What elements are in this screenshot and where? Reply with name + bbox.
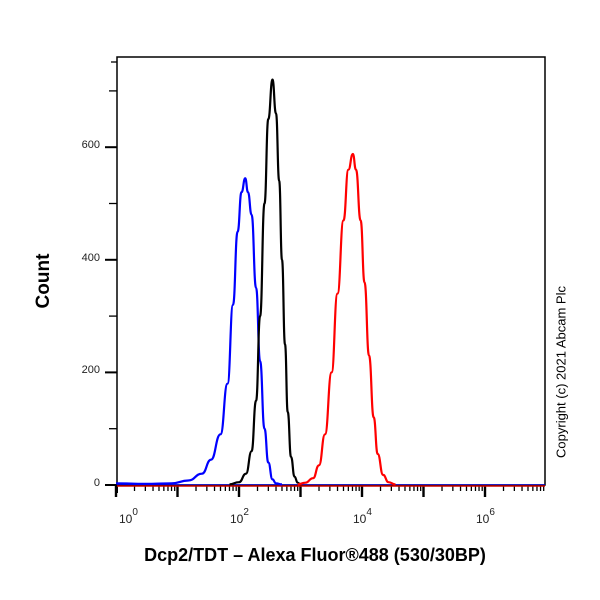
y-tick-label: 600 bbox=[81, 139, 100, 152]
copyright-notice: Copyright (c) 2021 Abcam Plc bbox=[553, 286, 569, 458]
plot-frame bbox=[116, 56, 546, 486]
x-tick-label: 102 bbox=[230, 507, 249, 526]
x-tick-label: 104 bbox=[353, 507, 372, 526]
y-tick-label: 200 bbox=[81, 364, 100, 377]
histogram-black bbox=[229, 78, 301, 486]
y-tick-label: 400 bbox=[81, 251, 100, 264]
x-tick-label: 106 bbox=[476, 507, 495, 526]
y-tick-label: 0 bbox=[93, 477, 100, 489]
y-axis-ticks bbox=[105, 61, 118, 493]
histogram-red bbox=[297, 152, 396, 486]
y-axis-label: Count bbox=[33, 253, 54, 309]
histogram-curves bbox=[115, 78, 545, 487]
histogram-blue bbox=[115, 177, 283, 486]
x-tick-label: 100 bbox=[119, 507, 138, 526]
x-axis-label: Dcp2/TDT – Alexa Fluor®488 (530/30BP) bbox=[144, 545, 486, 565]
